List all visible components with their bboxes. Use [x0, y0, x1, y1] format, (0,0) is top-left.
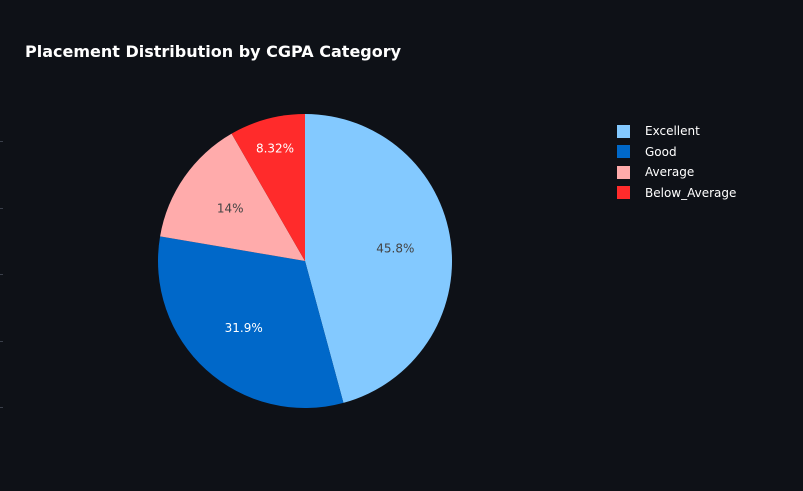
legend-item[interactable]: Average [617, 162, 736, 183]
slice-label: 45.8% [376, 242, 414, 256]
edge-tick [0, 274, 3, 275]
legend-swatch [617, 124, 630, 138]
edge-tick [0, 407, 3, 408]
edge-tick [0, 208, 3, 209]
pie-slice-below-average[interactable] [231, 114, 305, 261]
legend: Excellent Good Average Below_Average [617, 121, 736, 203]
legend-item[interactable]: Below_Average [617, 183, 736, 204]
legend-item[interactable]: Good [617, 142, 736, 163]
legend-swatch [617, 186, 630, 200]
edge-tick [0, 341, 3, 342]
chart-title: Placement Distribution by CGPA Category [25, 42, 402, 61]
pie-slice-average[interactable] [160, 133, 305, 261]
legend-swatch [617, 165, 630, 179]
legend-label: Average [645, 165, 695, 180]
legend-item[interactable]: Excellent [617, 121, 736, 142]
slice-label: 31.9% [225, 321, 263, 335]
pie-slice-good[interactable] [158, 236, 344, 409]
slice-label: 14% [217, 201, 244, 215]
edge-tick [0, 141, 3, 142]
legend-label: Good [645, 144, 677, 159]
pie-slice-excellent[interactable] [305, 114, 453, 403]
legend-label: Below_Average [645, 185, 737, 200]
slice-label: 8.32% [256, 141, 294, 155]
legend-label: Excellent [645, 124, 700, 139]
legend-swatch [617, 145, 630, 159]
